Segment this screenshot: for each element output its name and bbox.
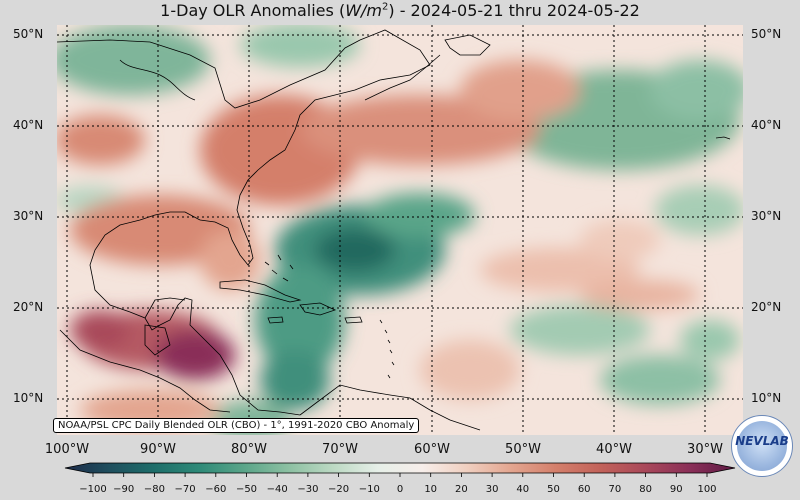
colorbar-tick-label: 30	[485, 484, 499, 495]
lon-label-70w: 70°W	[322, 442, 358, 457]
colorbar-tick-label: −50	[235, 484, 258, 495]
lat-label-20n-right: 20°N	[751, 300, 782, 314]
lat-label-40n-right: 40°N	[751, 118, 782, 132]
colorbar-tick-label: 60	[577, 484, 591, 495]
lab-logo: NEVLAB	[731, 415, 793, 477]
coastlines	[57, 29, 731, 431]
colorbar-tick-label: −70	[174, 484, 196, 495]
anomaly-field	[57, 25, 743, 435]
colorbar-tick-label: 40	[516, 484, 530, 495]
colorbar-tick-label: −100	[79, 484, 107, 495]
colorbar-tick-label: 100	[697, 484, 717, 495]
colorbar-tick-label: −10	[358, 484, 380, 495]
colorbar-tick-label: −30	[297, 484, 319, 495]
lon-label-40w: 40°W	[596, 442, 632, 457]
gridlines	[57, 25, 743, 435]
data-credit-label: NOAA/PSL CPC Daily Blended OLR (CBO) - 1…	[53, 418, 420, 433]
lat-label-30n-left: 30°N	[13, 209, 44, 223]
colorbar-tick-label: 20	[455, 484, 468, 495]
map-title: 1-Day OLR Anomalies (W/m2) - 2024-05-21 …	[160, 1, 640, 20]
lat-label-20n-left: 20°N	[13, 300, 44, 314]
colorbar-tick-label: −40	[266, 484, 288, 495]
colorbar	[64, 462, 736, 477]
lat-label-10n-right: 10°N	[751, 391, 782, 405]
lon-label-60w: 60°W	[414, 442, 450, 457]
lat-label-50n-left: 50°N	[13, 27, 44, 41]
colorbar-tick-label: 70	[608, 484, 622, 495]
lat-label-40n-left: 40°N	[13, 118, 44, 132]
lat-label-10n-left: 10°N	[13, 391, 44, 405]
lat-label-50n-right: 50°N	[751, 27, 782, 41]
lon-label-50w: 50°W	[505, 442, 541, 457]
lon-label-100w: 100°W	[44, 442, 90, 457]
lon-label-80w: 80°W	[231, 442, 267, 457]
colorbar-tick-label: −90	[113, 484, 135, 495]
colorbar-tick-label: 50	[547, 484, 560, 495]
colorbar-tick-label: −60	[205, 484, 227, 495]
colorbar-tick-label: 80	[639, 484, 652, 495]
colorbar-tick-label: 0	[396, 484, 404, 495]
colorbar-tick-label: 90	[669, 484, 683, 495]
colorbar-tick-label: 10	[424, 484, 438, 495]
lon-label-90w: 90°W	[140, 442, 176, 457]
colorbar-tick-label: −20	[328, 484, 350, 495]
lat-label-30n-right: 30°N	[751, 209, 782, 223]
lon-label-30w: 30°W	[687, 442, 723, 457]
colorbar-tick-label: −80	[143, 484, 165, 495]
